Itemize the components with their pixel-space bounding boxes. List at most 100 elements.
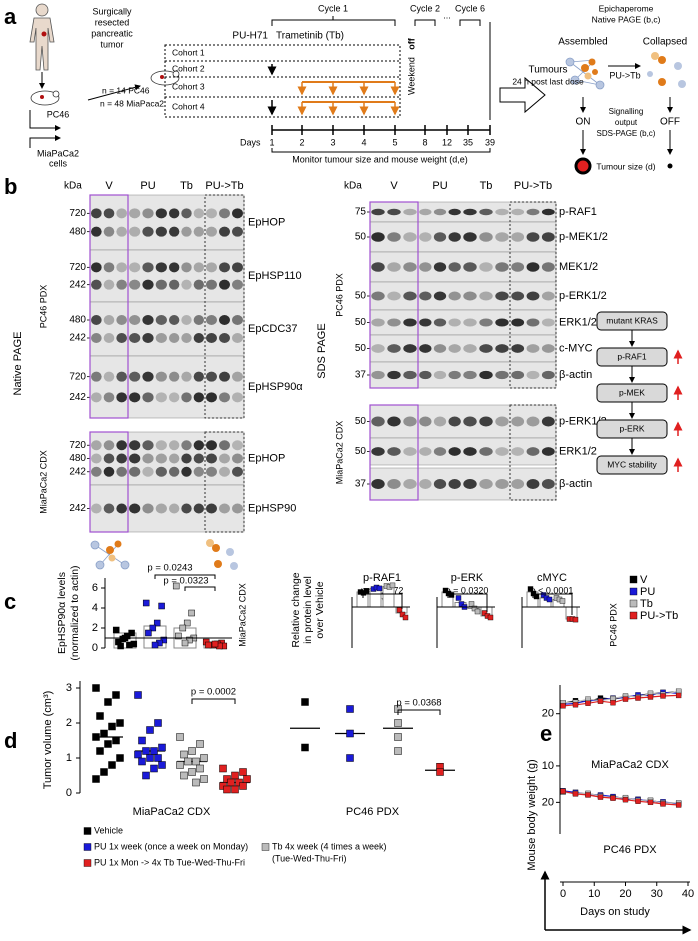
kda-label: 720 [69,371,86,382]
band [419,318,432,327]
band [219,315,230,325]
combo-lane-box [204,431,245,533]
y-tick-label: 10 [542,760,554,772]
band [206,226,217,237]
point [239,768,247,776]
point [394,747,402,755]
kda-label: 480 [69,315,86,326]
band [387,344,401,353]
band [168,440,180,451]
kda-label: 480 [69,453,86,464]
band [526,232,540,242]
band [142,466,154,477]
band [103,279,115,290]
point [96,712,104,720]
band [103,453,115,464]
band [511,262,525,272]
point [243,775,251,783]
band [463,208,477,216]
legend-swatch [629,587,638,596]
label: Cycle 6 [455,3,485,13]
group-label: PC46 PDX [38,285,48,329]
band [541,447,555,456]
label: cMYC [537,572,567,584]
point [227,778,235,787]
band [433,416,447,427]
band [479,208,493,216]
band [206,503,217,514]
blot-label: EpCDC37 [248,323,298,335]
band [433,318,447,327]
label: PU 1x Mon -> 4x Tb Tue-Wed-Thu-Fri [94,857,245,867]
band [142,453,154,464]
point [183,619,191,627]
point [471,605,478,612]
band [541,344,555,353]
band [403,447,417,456]
lane-label: V [105,180,113,192]
band [448,262,461,272]
band [168,392,180,403]
point [134,691,142,699]
band [232,466,243,477]
band [541,318,555,327]
label: Tb [640,598,653,610]
band [526,416,540,427]
band [511,370,525,380]
blot-label: EpHSP90 [248,502,296,514]
point [487,614,494,621]
band [232,392,243,403]
point [597,794,604,800]
kda-label: 50 [355,446,367,457]
band [219,333,230,343]
legend-swatch [629,575,638,584]
point [200,775,208,783]
point [436,768,444,776]
band [181,226,192,237]
band [463,318,477,327]
lane-label: Tb [180,180,193,192]
band [91,262,102,273]
point [660,693,666,699]
band [181,333,192,343]
point [205,641,212,649]
band [181,315,192,325]
blot [89,431,245,486]
point [100,768,108,776]
label: ON [576,117,591,128]
bracket [154,574,216,579]
point [301,698,309,706]
band [91,466,102,477]
point [112,626,120,634]
legend-swatch [261,843,270,851]
band [541,370,555,380]
label: 35 [463,137,473,147]
method-label: SDS PAGE [316,323,328,378]
blot [89,355,245,419]
band [155,208,167,219]
blot-label: β-actin [559,369,592,381]
band [219,392,230,403]
y-tick-label: 4 [92,602,98,614]
band [168,466,180,477]
band [91,440,102,451]
band [495,416,509,427]
label: PC46 [47,109,70,119]
y-tick-label: 3 [66,682,72,694]
point [112,691,120,699]
label: MiaPaCa2 [37,148,79,158]
band [371,416,385,427]
point [153,619,161,627]
point [239,782,247,790]
blot-label: c-MYC [559,342,593,354]
band [193,453,205,464]
legend-swatch [83,843,92,851]
label: V [640,574,648,586]
band [206,279,217,290]
point [96,747,104,755]
lane-label: Tb [480,180,493,192]
point [231,785,239,794]
label: (Tue-Wed-Thu-Fri) [272,853,347,863]
point [585,700,591,706]
